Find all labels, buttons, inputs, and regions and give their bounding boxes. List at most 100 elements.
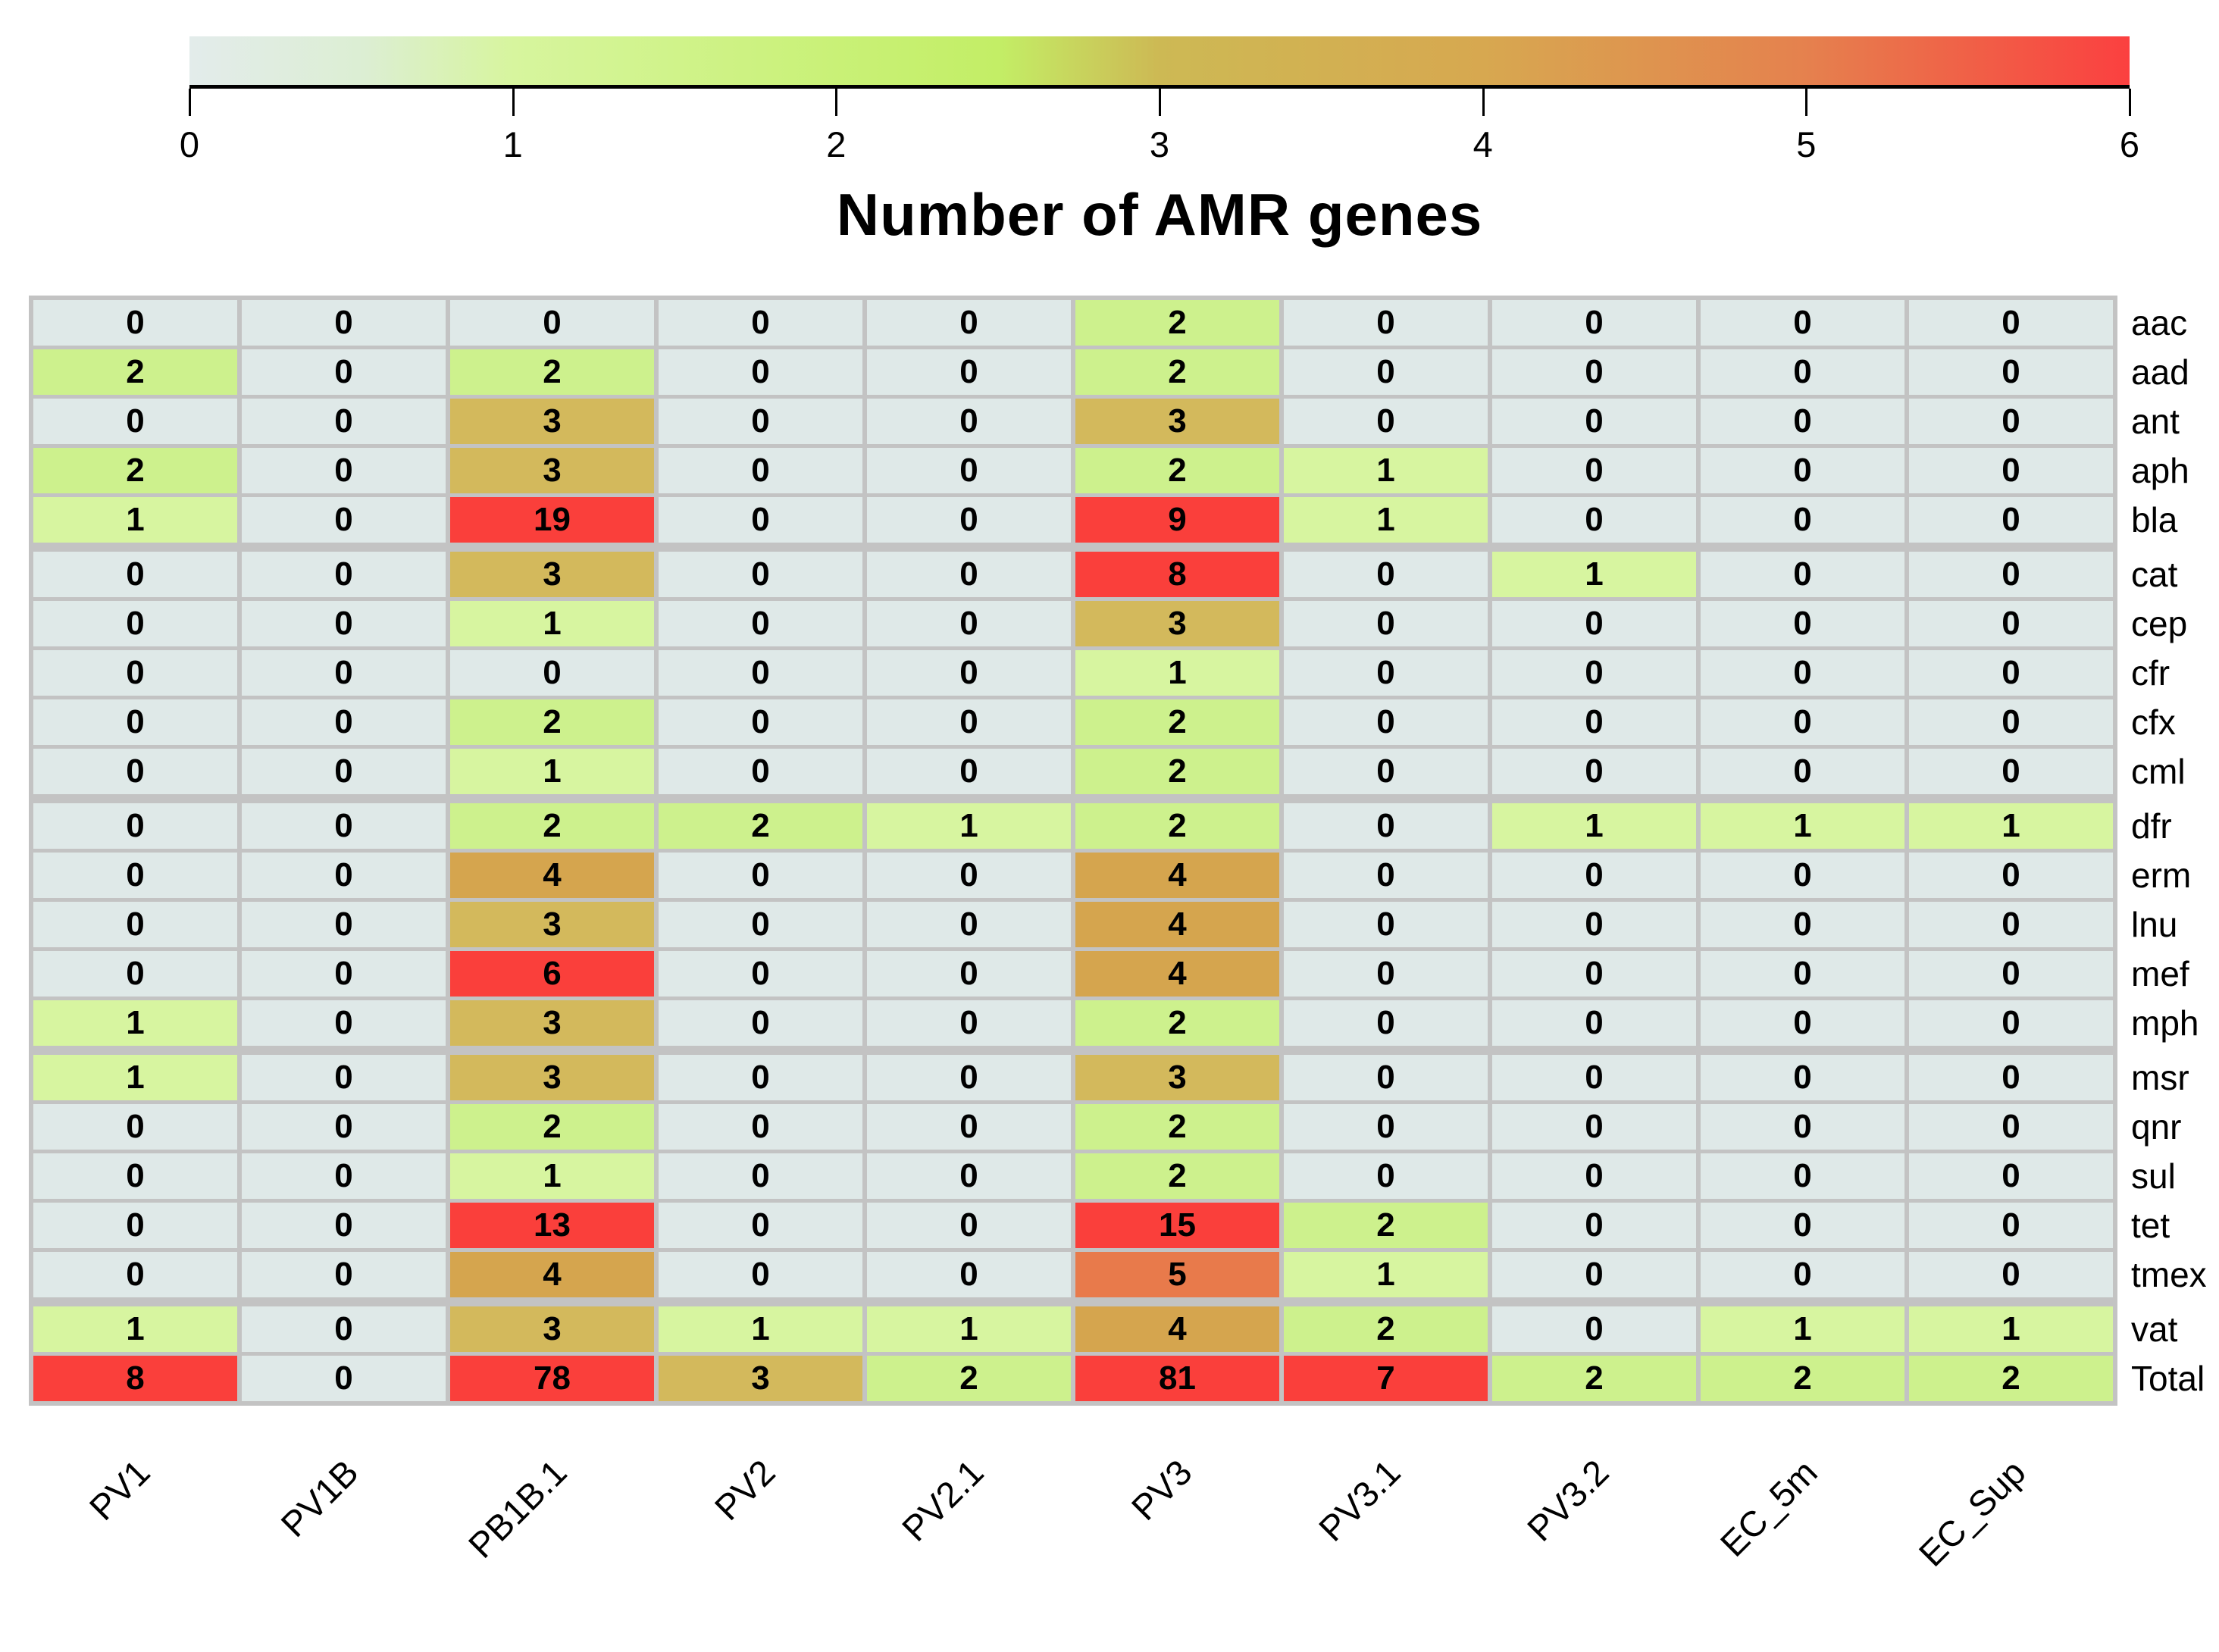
heatmap-cell: 8 bbox=[1075, 552, 1279, 597]
heatmap-cell: 0 bbox=[659, 749, 862, 794]
row-label: cml bbox=[2131, 752, 2186, 791]
row-label: sul bbox=[2131, 1156, 2176, 1196]
colorbar-tick bbox=[835, 89, 838, 116]
row-label: tmex bbox=[2131, 1255, 2207, 1294]
heatmap-cell: 0 bbox=[33, 601, 237, 646]
heatmap-cell: 0 bbox=[659, 1153, 862, 1199]
row-label: tet bbox=[2131, 1206, 2170, 1245]
row-label: dfr bbox=[2131, 806, 2172, 846]
heatmap-cell: 0 bbox=[867, 1252, 1071, 1297]
heatmap-cell: 0 bbox=[242, 749, 446, 794]
heatmap-cell: 4 bbox=[450, 853, 654, 898]
heatmap-cell: 0 bbox=[242, 803, 446, 849]
heatmap-cell: 2 bbox=[1075, 1153, 1279, 1199]
heatmap-cell: 0 bbox=[1909, 1203, 2113, 1248]
heatmap-cell: 0 bbox=[242, 349, 446, 395]
colorbar-tick bbox=[1159, 89, 1161, 116]
heatmap-cell: 0 bbox=[1492, 497, 1696, 543]
heatmap-cell: 0 bbox=[1492, 1055, 1696, 1100]
heatmap-cell: 0 bbox=[1701, 448, 1904, 493]
heatmap-cell: 0 bbox=[659, 951, 862, 997]
heatmap-cell: 2 bbox=[1284, 1306, 1488, 1352]
column-label: PV3 bbox=[1122, 1451, 1200, 1528]
heatmap-cell: 0 bbox=[1284, 552, 1488, 597]
heatmap-cell: 3 bbox=[450, 448, 654, 493]
row-label: aac bbox=[2131, 303, 2188, 343]
heatmap-cell: 4 bbox=[1075, 902, 1279, 947]
heatmap-cell: 3 bbox=[450, 1055, 654, 1100]
heatmap-cell: 9 bbox=[1075, 497, 1279, 543]
heatmap-cell: 2 bbox=[1075, 1000, 1279, 1046]
heatmap-cell: 3 bbox=[450, 552, 654, 597]
colorbar-tick bbox=[1482, 89, 1485, 116]
column-label: EC_5m bbox=[1711, 1451, 1825, 1565]
heatmap-cell: 0 bbox=[659, 1000, 862, 1046]
heatmap-cell: 2 bbox=[1284, 1203, 1488, 1248]
heatmap-cell: 0 bbox=[1284, 1000, 1488, 1046]
heatmap-cell: 0 bbox=[1909, 1153, 2113, 1199]
heatmap-cell: 0 bbox=[659, 699, 862, 745]
heatmap-cell: 78 bbox=[450, 1356, 654, 1401]
row-label: lnu bbox=[2131, 905, 2178, 944]
heatmap-cell: 0 bbox=[1701, 1153, 1904, 1199]
heatmap-cell: 3 bbox=[659, 1356, 862, 1401]
row-label: erm bbox=[2131, 856, 2192, 895]
colorbar-tick-label: 0 bbox=[179, 124, 200, 164]
heatmap-cell: 2 bbox=[1075, 349, 1279, 395]
colorbar-tick-label: 4 bbox=[1473, 124, 1493, 164]
heatmap-cell: 3 bbox=[450, 1000, 654, 1046]
heatmap-cell: 0 bbox=[659, 1252, 862, 1297]
heatmap-cell: 0 bbox=[242, 1000, 446, 1046]
column-label: PV3.1 bbox=[1310, 1451, 1408, 1549]
heatmap-cell: 0 bbox=[867, 749, 1071, 794]
heatmap-cell: 0 bbox=[1284, 749, 1488, 794]
heatmap-cell: 2 bbox=[450, 1104, 654, 1150]
row-label: cep bbox=[2131, 604, 2188, 643]
heatmap-cell: 1 bbox=[1075, 650, 1279, 696]
heatmap-cell: 0 bbox=[242, 1356, 446, 1401]
heatmap-cell: 0 bbox=[33, 803, 237, 849]
heatmap-cell: 0 bbox=[1909, 749, 2113, 794]
heatmap-cell: 0 bbox=[659, 902, 862, 947]
heatmap-cell: 1 bbox=[450, 749, 654, 794]
heatmap-cell: 1 bbox=[33, 1055, 237, 1100]
heatmap-cell: 0 bbox=[1284, 601, 1488, 646]
heatmap-cell: 0 bbox=[33, 650, 237, 696]
heatmap-cell: 1 bbox=[867, 803, 1071, 849]
heatmap-cell: 0 bbox=[659, 853, 862, 898]
row-label: mef bbox=[2131, 954, 2189, 993]
heatmap-cell: 0 bbox=[1492, 853, 1696, 898]
row-label: msr bbox=[2131, 1058, 2189, 1097]
heatmap-cell: 2 bbox=[659, 803, 862, 849]
heatmap-cell: 0 bbox=[33, 951, 237, 997]
heatmap-cell: 0 bbox=[1701, 951, 1904, 997]
heatmap-cell: 0 bbox=[450, 300, 654, 346]
heatmap-cell: 13 bbox=[450, 1203, 654, 1248]
heatmap-cell: 1 bbox=[1909, 1306, 2113, 1352]
heatmap-cell: 0 bbox=[1701, 1104, 1904, 1150]
heatmap-cell: 0 bbox=[1701, 853, 1904, 898]
colorbar-tick-label: 5 bbox=[1796, 124, 1817, 164]
row-label: cfr bbox=[2131, 653, 2170, 693]
heatmap-cell: 0 bbox=[1909, 497, 2113, 543]
heatmap-cell: 0 bbox=[1284, 650, 1488, 696]
column-label: PB1B.1 bbox=[460, 1451, 574, 1566]
heatmap-cell: 0 bbox=[659, 1055, 862, 1100]
heatmap-cell: 1 bbox=[1284, 1252, 1488, 1297]
heatmap-cell: 2 bbox=[1701, 1356, 1904, 1401]
heatmap-cell: 0 bbox=[1492, 902, 1696, 947]
heatmap-cell: 0 bbox=[1909, 448, 2113, 493]
heatmap-cell: 81 bbox=[1075, 1356, 1279, 1401]
heatmap-cell: 0 bbox=[1701, 1252, 1904, 1297]
heatmap-cell: 0 bbox=[1284, 349, 1488, 395]
heatmap-cell: 5 bbox=[1075, 1252, 1279, 1297]
heatmap-cell: 2 bbox=[1075, 300, 1279, 346]
heatmap-cell: 0 bbox=[1492, 749, 1696, 794]
colorbar-tick-label: 6 bbox=[2119, 124, 2140, 164]
heatmap-cell: 0 bbox=[1701, 1055, 1904, 1100]
heatmap-cell: 1 bbox=[33, 1000, 237, 1046]
column-label: PV3.2 bbox=[1519, 1451, 1617, 1549]
heatmap-cell: 3 bbox=[1075, 399, 1279, 444]
heatmap-cell: 2 bbox=[450, 803, 654, 849]
